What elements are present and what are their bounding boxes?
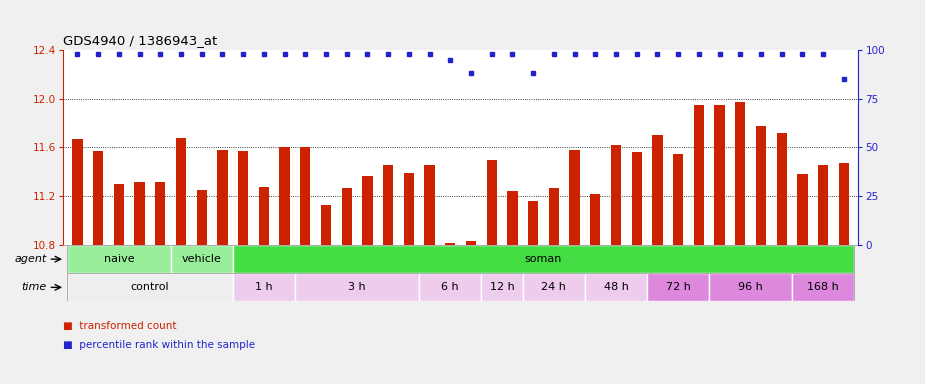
Text: time: time [21, 282, 46, 292]
Text: soman: soman [524, 254, 562, 264]
Bar [735, 103, 746, 245]
Text: ■  percentile rank within the sample: ■ percentile rank within the sample [63, 340, 255, 350]
Text: naive: naive [104, 254, 134, 264]
Text: control: control [130, 282, 169, 292]
Bar [818, 165, 829, 245]
Text: 72 h: 72 h [666, 282, 691, 292]
Bar [238, 151, 248, 245]
Bar [632, 152, 642, 245]
Bar [466, 242, 476, 245]
Text: agent: agent [14, 254, 46, 264]
Text: vehicle: vehicle [181, 254, 222, 264]
Text: 24 h: 24 h [541, 282, 566, 292]
Bar [363, 175, 373, 245]
Text: 12 h: 12 h [489, 282, 514, 292]
Bar [481, 273, 523, 301]
Bar [756, 126, 766, 245]
Text: 3 h: 3 h [348, 282, 366, 292]
Text: 96 h: 96 h [738, 282, 763, 292]
Bar [648, 273, 709, 301]
Bar [777, 133, 787, 245]
Bar [259, 187, 269, 245]
Bar [419, 273, 481, 301]
Bar [652, 135, 662, 245]
Bar [425, 165, 435, 245]
Bar [403, 173, 414, 245]
Text: 1 h: 1 h [255, 282, 273, 292]
Bar [709, 273, 792, 301]
Bar [67, 245, 170, 273]
Bar [383, 165, 393, 245]
Bar [528, 201, 538, 245]
Bar [196, 190, 207, 245]
Bar [792, 273, 855, 301]
Bar [134, 182, 144, 245]
Bar [176, 138, 186, 245]
Bar [300, 147, 311, 245]
Bar [523, 273, 585, 301]
Text: 6 h: 6 h [441, 282, 459, 292]
Bar [233, 273, 295, 301]
Text: 168 h: 168 h [808, 282, 839, 292]
Bar [570, 150, 580, 245]
Bar [694, 105, 704, 245]
Bar [170, 245, 233, 273]
Bar [114, 184, 124, 245]
Bar [839, 163, 849, 245]
Bar [507, 191, 518, 245]
Text: 48 h: 48 h [604, 282, 628, 292]
Bar [233, 245, 855, 273]
Bar [279, 147, 290, 245]
Bar [72, 139, 82, 245]
Bar [487, 160, 497, 245]
Bar [714, 105, 725, 245]
Bar [445, 243, 455, 245]
Bar [295, 273, 419, 301]
Bar [610, 145, 622, 245]
Bar [549, 188, 559, 245]
Bar [590, 194, 600, 245]
Bar [92, 151, 104, 245]
Bar [797, 174, 808, 245]
Text: ■  transformed count: ■ transformed count [63, 321, 177, 331]
Bar [321, 205, 331, 245]
Bar [217, 150, 228, 245]
Text: GDS4940 / 1386943_at: GDS4940 / 1386943_at [63, 34, 217, 47]
Bar [341, 188, 352, 245]
Bar [67, 273, 233, 301]
Bar [155, 182, 166, 245]
Bar [673, 154, 684, 245]
Bar [585, 273, 648, 301]
